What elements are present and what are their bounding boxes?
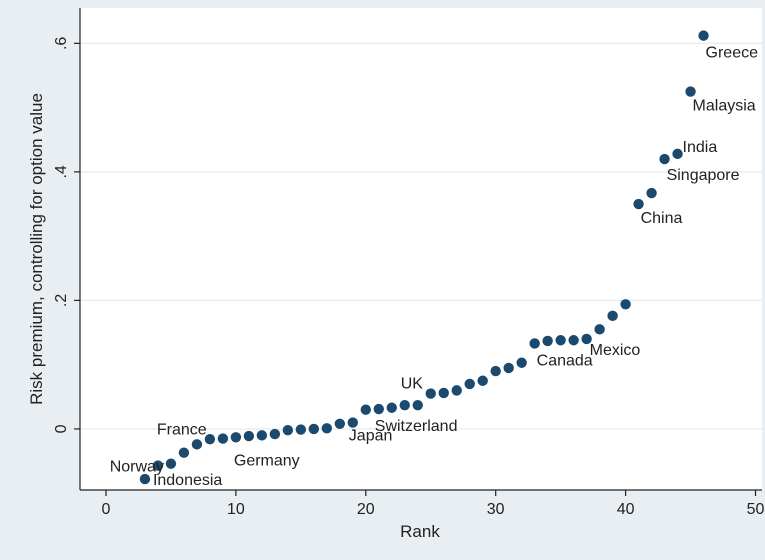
- data-point: [412, 399, 423, 411]
- point-label-france: France: [157, 421, 207, 438]
- data-point: [230, 432, 242, 443]
- point-label-switzerland: Switzerland: [375, 418, 458, 435]
- data-point: [555, 335, 566, 346]
- data-point: [347, 417, 358, 428]
- data-point: [581, 333, 592, 345]
- data-point: [438, 387, 449, 399]
- x-tick-label: 40: [617, 501, 635, 518]
- data-point: [685, 86, 696, 97]
- data-point: [594, 324, 605, 335]
- data-point: [139, 473, 151, 485]
- x-tick-label: 30: [487, 501, 505, 518]
- x-axis-title: Rank: [400, 522, 440, 541]
- y-axis-title: Risk premium, controlling for option val…: [27, 93, 46, 405]
- data-point: [490, 365, 501, 377]
- data-point: [516, 357, 527, 368]
- data-point: [308, 423, 320, 435]
- point-label-japan: Japan: [349, 428, 393, 445]
- data-point: [659, 153, 670, 165]
- y-tick-label: 0: [53, 424, 70, 433]
- point-label-greece: Greece: [706, 45, 759, 62]
- data-point: [477, 375, 488, 386]
- data-point: [204, 434, 216, 445]
- data-point: [672, 148, 683, 160]
- x-tick-label: 20: [357, 501, 375, 518]
- x-tick-label: 10: [227, 501, 245, 518]
- point-label-uk: UK: [401, 376, 424, 393]
- data-point: [256, 430, 268, 441]
- data-point: [269, 428, 281, 440]
- x-tick-label: 0: [102, 501, 111, 518]
- data-point: [451, 385, 462, 396]
- x-axis-ticks: 0 10 20 30 40 50: [102, 490, 765, 518]
- data-point: [542, 335, 553, 347]
- point-label-singapore: Singapore: [667, 167, 740, 184]
- data-point: [464, 378, 475, 390]
- data-point: [620, 299, 631, 310]
- y-axis-ticks: 0 .2 .4 .6: [53, 37, 80, 433]
- point-label-malaysia: Malaysia: [693, 98, 756, 115]
- y-tick-label: .4: [53, 165, 70, 178]
- data-point: [217, 433, 229, 444]
- data-point: [178, 447, 190, 458]
- point-label-germany: Germany: [234, 452, 300, 469]
- point-label-china: China: [641, 210, 683, 227]
- data-point: [152, 460, 164, 471]
- data-point: [503, 362, 514, 374]
- point-label-mexico: Mexico: [590, 342, 641, 359]
- grid-lines: [80, 42, 762, 430]
- data-point: [282, 425, 294, 436]
- data-point: [295, 424, 307, 435]
- data-point: [334, 418, 346, 430]
- data-point: [529, 338, 540, 349]
- data-point: [646, 187, 657, 199]
- data-point: [568, 335, 579, 346]
- data-point: [165, 458, 177, 469]
- data-point: [386, 402, 397, 413]
- data-point: [373, 403, 384, 415]
- data-point: [607, 310, 618, 322]
- y-tick-label: .2: [53, 294, 70, 307]
- data-point: [633, 198, 644, 210]
- point-label-canada: Canada: [537, 352, 593, 369]
- data-point: [321, 423, 333, 434]
- point-label-norway: Norway: [110, 459, 164, 476]
- point-label-india: India: [683, 139, 718, 156]
- data-point: [425, 388, 436, 399]
- y-tick-label: .6: [53, 37, 70, 50]
- data-point: [191, 439, 203, 450]
- data-points: [139, 30, 709, 485]
- point-label-indonesia: Indonesia: [153, 472, 222, 489]
- data-point: [243, 430, 255, 442]
- plot-area: [80, 8, 762, 490]
- data-point: [698, 30, 709, 41]
- data-point: [399, 399, 410, 411]
- data-point: [360, 404, 371, 415]
- x-tick-label: 50: [747, 501, 765, 518]
